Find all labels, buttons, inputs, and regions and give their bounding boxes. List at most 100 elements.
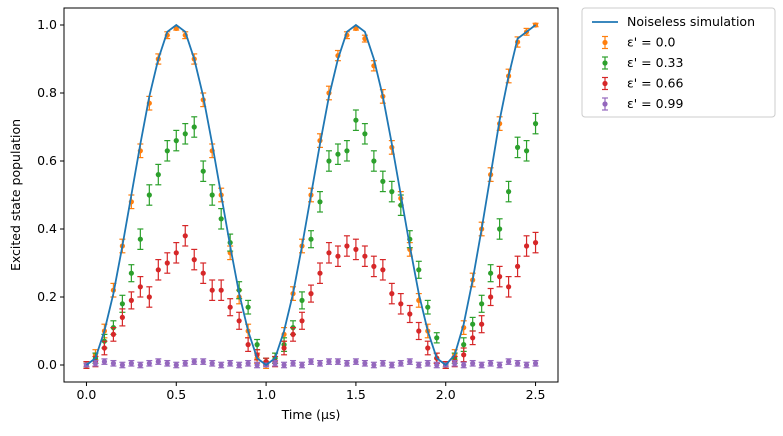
data-point <box>218 287 224 293</box>
data-point <box>119 314 125 320</box>
data-point <box>317 199 323 205</box>
data-point <box>389 189 395 195</box>
data-point <box>416 267 422 273</box>
data-point <box>299 318 305 324</box>
data-point <box>128 297 134 303</box>
data-point <box>380 178 386 184</box>
data-point <box>407 311 413 317</box>
x-tick-label: 1.0 <box>256 387 276 402</box>
data-point <box>119 362 125 368</box>
data-point <box>479 321 485 327</box>
data-point <box>119 301 125 307</box>
data-point <box>164 260 170 266</box>
data-point <box>407 359 413 365</box>
data-point <box>317 270 323 276</box>
data-point <box>335 151 341 157</box>
data-point <box>497 226 503 232</box>
data-point <box>290 331 296 337</box>
legend-marker <box>602 80 608 87</box>
data-point <box>371 263 377 269</box>
data-point <box>353 246 359 252</box>
data-point <box>335 253 341 259</box>
data-point <box>479 362 485 368</box>
data-point <box>532 240 539 246</box>
data-point <box>209 287 215 293</box>
data-point <box>146 294 152 300</box>
data-point <box>218 216 224 222</box>
data-point <box>128 360 134 366</box>
series-1 <box>83 109 539 369</box>
data-point <box>137 284 143 290</box>
data-point <box>317 360 323 366</box>
y-tick-label: 0.0 <box>37 357 57 372</box>
data-point <box>272 360 278 366</box>
data-point <box>155 172 161 178</box>
data-point <box>380 360 386 366</box>
data-point <box>506 284 512 290</box>
legend-label: ε' = 0.99 <box>627 96 683 111</box>
data-point <box>506 189 512 195</box>
data-point <box>227 360 233 366</box>
data-point <box>200 168 206 174</box>
x-tick-label: 2.5 <box>526 387 546 402</box>
data-point <box>389 362 395 368</box>
data-point <box>362 253 368 259</box>
data-point <box>434 335 440 341</box>
data-point <box>146 192 152 198</box>
data-point <box>326 158 332 164</box>
data-point <box>101 345 108 351</box>
data-point <box>308 359 314 365</box>
legend-label: ε' = 0.66 <box>627 76 683 91</box>
data-point <box>416 328 422 334</box>
data-point <box>200 270 206 276</box>
data-point <box>514 144 521 150</box>
y-tick-label: 0.6 <box>37 153 57 168</box>
data-point <box>398 301 404 307</box>
data-point <box>425 304 431 310</box>
data-point <box>164 360 170 366</box>
data-point <box>371 362 377 368</box>
plot-area <box>83 22 539 369</box>
data-point <box>514 263 521 269</box>
data-point <box>299 297 305 303</box>
y-tick-label: 0.4 <box>37 221 57 236</box>
data-point <box>353 359 359 365</box>
axes: 0.0 0.5 1.0 1.5 2.0 2.5 0.0 0.2 0.4 0.6 0.8 1.0 <box>37 17 545 402</box>
data-point <box>290 360 296 366</box>
data-point <box>173 362 179 368</box>
data-point <box>191 124 197 130</box>
data-point <box>308 291 314 297</box>
data-point <box>497 274 503 280</box>
x-axis-title: Time (μs) <box>281 407 341 422</box>
data-point <box>380 267 386 273</box>
data-point <box>155 359 161 365</box>
x-tick-label: 2.0 <box>436 387 456 402</box>
data-point <box>146 360 152 366</box>
legend-marker <box>602 60 608 66</box>
data-point <box>353 117 359 123</box>
data-point <box>245 304 251 310</box>
data-point <box>344 360 350 366</box>
data-point <box>110 360 116 366</box>
data-point <box>461 362 467 368</box>
data-point <box>200 359 206 365</box>
data-point <box>514 360 521 366</box>
data-point <box>461 342 467 348</box>
data-point <box>434 362 440 368</box>
data-point <box>254 342 260 348</box>
data-point <box>532 360 539 366</box>
data-point <box>344 243 350 249</box>
data-point <box>326 359 332 365</box>
data-point <box>479 301 485 307</box>
data-point <box>245 342 251 348</box>
data-point <box>461 352 467 358</box>
legend-label: ε' = 0.33 <box>627 55 683 70</box>
y-tick-label: 0.2 <box>37 289 57 304</box>
simulation-line <box>85 23 537 367</box>
data-point <box>299 362 305 368</box>
data-point <box>101 359 108 365</box>
data-point <box>245 360 251 366</box>
data-point <box>218 362 224 368</box>
data-point <box>398 360 404 366</box>
legend-marker <box>602 101 608 107</box>
